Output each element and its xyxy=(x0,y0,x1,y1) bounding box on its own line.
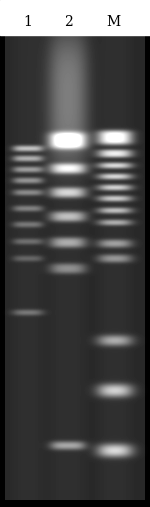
Text: M: M xyxy=(106,15,120,29)
Text: 1: 1 xyxy=(24,15,32,29)
Text: 2: 2 xyxy=(64,15,72,29)
Bar xyxy=(0,0,150,35)
